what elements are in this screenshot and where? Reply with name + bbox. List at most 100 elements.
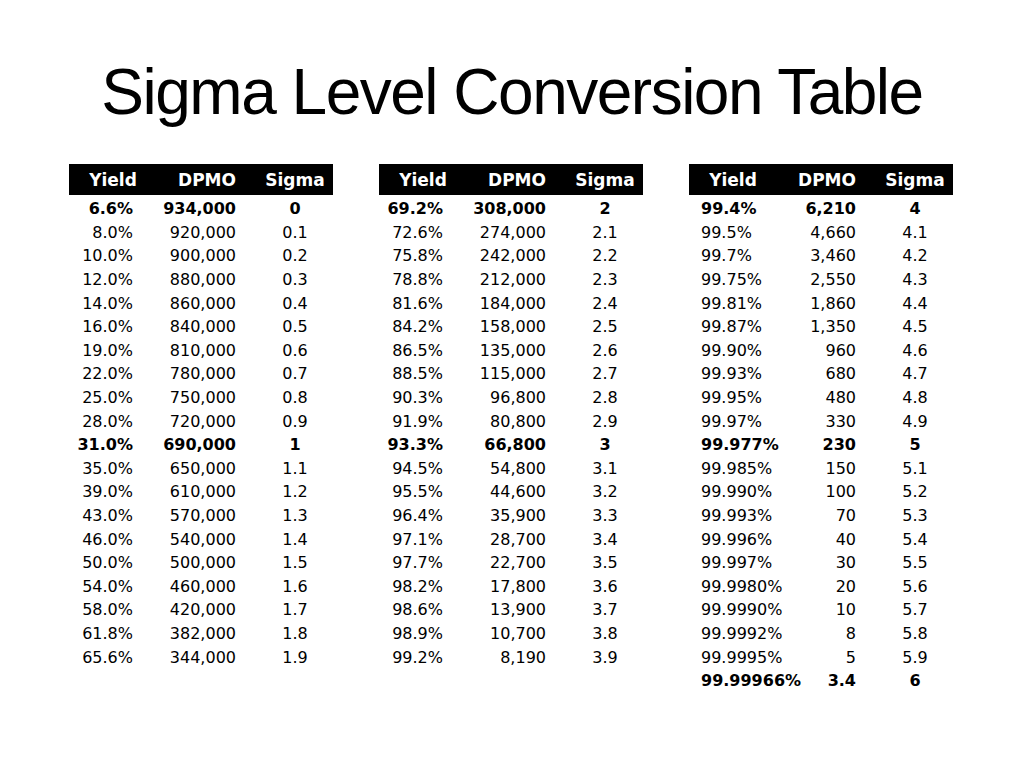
sigma-cell: 5.7 [877,600,953,619]
sigma-cell: 3.3 [567,506,643,525]
yield-cell: 99.5% [689,223,777,242]
dpmo-cell: 6,210 [777,199,877,218]
dpmo-cell: 920,000 [157,223,257,242]
dpmo-cell: 570,000 [157,506,257,525]
column-header-yield: Yield [689,170,777,190]
dpmo-cell: 70 [777,506,877,525]
yield-cell: 43.0% [69,506,157,525]
sigma-cell: 5.5 [877,553,953,572]
table-row: 93.3%66,8003 [379,433,643,457]
dpmo-cell: 880,000 [157,270,257,289]
table-row: 75.8%242,0002.2 [379,244,643,268]
column-header-dpmo: DPMO [777,170,877,190]
dpmo-cell: 28,700 [467,530,567,549]
sigma-cell: 4.6 [877,341,953,360]
yield-cell: 98.2% [379,577,467,596]
dpmo-cell: 10,700 [467,624,567,643]
sigma-cell: 1.5 [257,553,333,572]
dpmo-cell: 30 [777,553,877,572]
table-row: 99.977%2305 [689,433,953,457]
sigma-cell: 4.1 [877,223,953,242]
yield-cell: 84.2% [379,317,467,336]
dpmo-cell: 274,000 [467,223,567,242]
sigma-cell: 3.6 [567,577,643,596]
dpmo-cell: 20 [777,577,877,596]
table-row: 99.7%3,4604.2 [689,244,953,268]
table-row: 19.0%810,0000.6 [69,339,333,363]
tables-container: YieldDPMOSigma6.6%934,00008.0%920,0000.1… [0,0,1024,768]
dpmo-cell: 8,190 [467,648,567,667]
yield-cell: 99.93% [689,364,777,383]
dpmo-cell: 230 [777,435,877,454]
sigma-cell: 1.6 [257,577,333,596]
sigma-cell: 2.8 [567,388,643,407]
dpmo-cell: 1,350 [777,317,877,336]
table-row: 98.9%10,7003.8 [379,622,643,646]
dpmo-cell: 330 [777,412,877,431]
table-row: 72.6%274,0002.1 [379,221,643,245]
yield-cell: 98.6% [379,600,467,619]
yield-cell: 99.996% [689,530,777,549]
yield-cell: 99.75% [689,270,777,289]
yield-cell: 61.8% [69,624,157,643]
table-row: 58.0%420,0001.7 [69,598,333,622]
table-row: 69.2%308,0002 [379,197,643,221]
dpmo-cell: 40 [777,530,877,549]
sigma-cell: 4.3 [877,270,953,289]
table-row: 61.8%382,0001.8 [69,622,333,646]
yield-cell: 96.4% [379,506,467,525]
table-body: 69.2%308,000272.6%274,0002.175.8%242,000… [379,197,643,669]
table-row: 99.996%405.4 [689,527,953,551]
yield-cell: 12.0% [69,270,157,289]
sigma-cell: 0 [257,199,333,218]
dpmo-cell: 344,000 [157,648,257,667]
yield-cell: 19.0% [69,341,157,360]
dpmo-cell: 22,700 [467,553,567,572]
sigma-cell: 1.2 [257,482,333,501]
sigma-cell: 0.6 [257,341,333,360]
yield-cell: 97.1% [379,530,467,549]
sigma-cell: 2.6 [567,341,643,360]
yield-cell: 35.0% [69,459,157,478]
sigma-cell: 3.4 [567,530,643,549]
table-row: 97.7%22,7003.5 [379,551,643,575]
table-row: 46.0%540,0001.4 [69,527,333,551]
dpmo-cell: 96,800 [467,388,567,407]
yield-cell: 94.5% [379,459,467,478]
yield-cell: 39.0% [69,482,157,501]
yield-cell: 8.0% [69,223,157,242]
yield-cell: 99.990% [689,482,777,501]
dpmo-cell: 308,000 [467,199,567,218]
yield-cell: 93.3% [379,435,467,454]
sigma-cell: 2.1 [567,223,643,242]
table-row: 43.0%570,0001.3 [69,504,333,528]
sigma-cell: 4.2 [877,246,953,265]
dpmo-cell: 3,460 [777,246,877,265]
dpmo-cell: 810,000 [157,341,257,360]
dpmo-cell: 420,000 [157,600,257,619]
dpmo-cell: 158,000 [467,317,567,336]
sigma-cell: 2.2 [567,246,643,265]
table-row: 99.93%6804.7 [689,362,953,386]
table-row: 99.90%9604.6 [689,339,953,363]
table-row: 98.6%13,9003.7 [379,598,643,622]
column-header-sigma: Sigma [257,170,333,190]
sigma-cell: 4.4 [877,294,953,313]
sigma-cell: 3.9 [567,648,643,667]
yield-cell: 98.9% [379,624,467,643]
dpmo-cell: 212,000 [467,270,567,289]
table-row: 81.6%184,0002.4 [379,291,643,315]
yield-cell: 99.977% [689,435,777,454]
yield-cell: 95.5% [379,482,467,501]
dpmo-cell: 934,000 [157,199,257,218]
table-row: 91.9%80,8002.9 [379,409,643,433]
table-row: 12.0%880,0000.3 [69,268,333,292]
dpmo-cell: 54,800 [467,459,567,478]
yield-cell: 99.985% [689,459,777,478]
table-row: 54.0%460,0001.6 [69,575,333,599]
dpmo-cell: 540,000 [157,530,257,549]
sigma-cell: 5.9 [877,648,953,667]
table-row: 99.9980%205.6 [689,575,953,599]
yield-cell: 54.0% [69,577,157,596]
yield-cell: 99.87% [689,317,777,336]
